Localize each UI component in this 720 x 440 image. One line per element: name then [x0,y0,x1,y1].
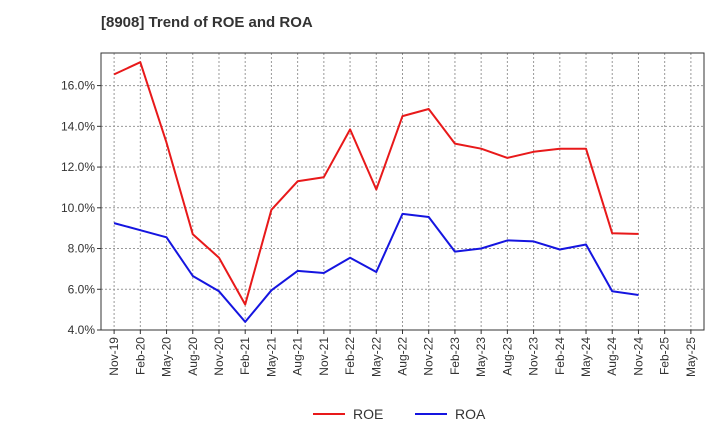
legend-label-roe: ROE [353,406,383,422]
x-tick-label: Feb-20 [133,337,147,375]
x-tick-label: May-25 [684,337,698,377]
y-tick-label: 4.0% [68,323,96,337]
x-tick-label: Aug-23 [500,337,514,376]
series-line-roe [113,61,639,306]
series-lines [113,61,639,323]
x-tick-label: Nov-19 [107,337,121,376]
x-tick-label: Nov-24 [631,337,645,376]
x-tick-label: Aug-21 [291,337,305,376]
x-tick-label: Feb-24 [553,337,567,375]
x-tick-label: Aug-22 [396,337,410,376]
y-tick-label: 12.0% [61,160,95,174]
y-tick-label: 16.0% [61,79,95,93]
x-tick-label: May-22 [369,337,383,377]
x-tick-label: Feb-21 [238,337,252,375]
axes [97,52,705,334]
y-tick-label: 6.0% [68,282,96,296]
legend: ROE ROA [313,406,486,422]
y-tick-label: 10.0% [61,201,95,215]
x-tick-label: Nov-22 [422,337,436,376]
legend-label-roa: ROA [455,406,486,422]
series-line-roa [113,212,639,323]
grid [101,53,704,331]
tick-labels: 4.0% 6.0% 8.0% 10.0% 12.0% 14.0% 16.0% Nov-19 Fe… [61,79,698,377]
x-tick-label: May-21 [264,337,278,377]
x-tick-label: Nov-21 [317,337,331,376]
y-tick-label: 14.0% [61,119,95,133]
x-tick-label: Nov-20 [212,337,226,376]
x-tick-label: Aug-20 [186,337,200,376]
x-tick-label: May-24 [579,337,593,377]
x-tick-label: Feb-22 [343,337,357,375]
x-tick-label: Aug-24 [605,337,619,376]
y-tick-label: 8.0% [68,242,96,256]
x-tick-label: May-23 [474,337,488,377]
x-tick-label: Feb-25 [658,337,672,375]
chart-title: [8908] Trend of ROE and ROA [101,14,313,31]
x-tick-label: Feb-23 [448,337,462,375]
x-tick-label: Nov-23 [527,337,541,376]
x-tick-label: May-20 [160,337,174,377]
